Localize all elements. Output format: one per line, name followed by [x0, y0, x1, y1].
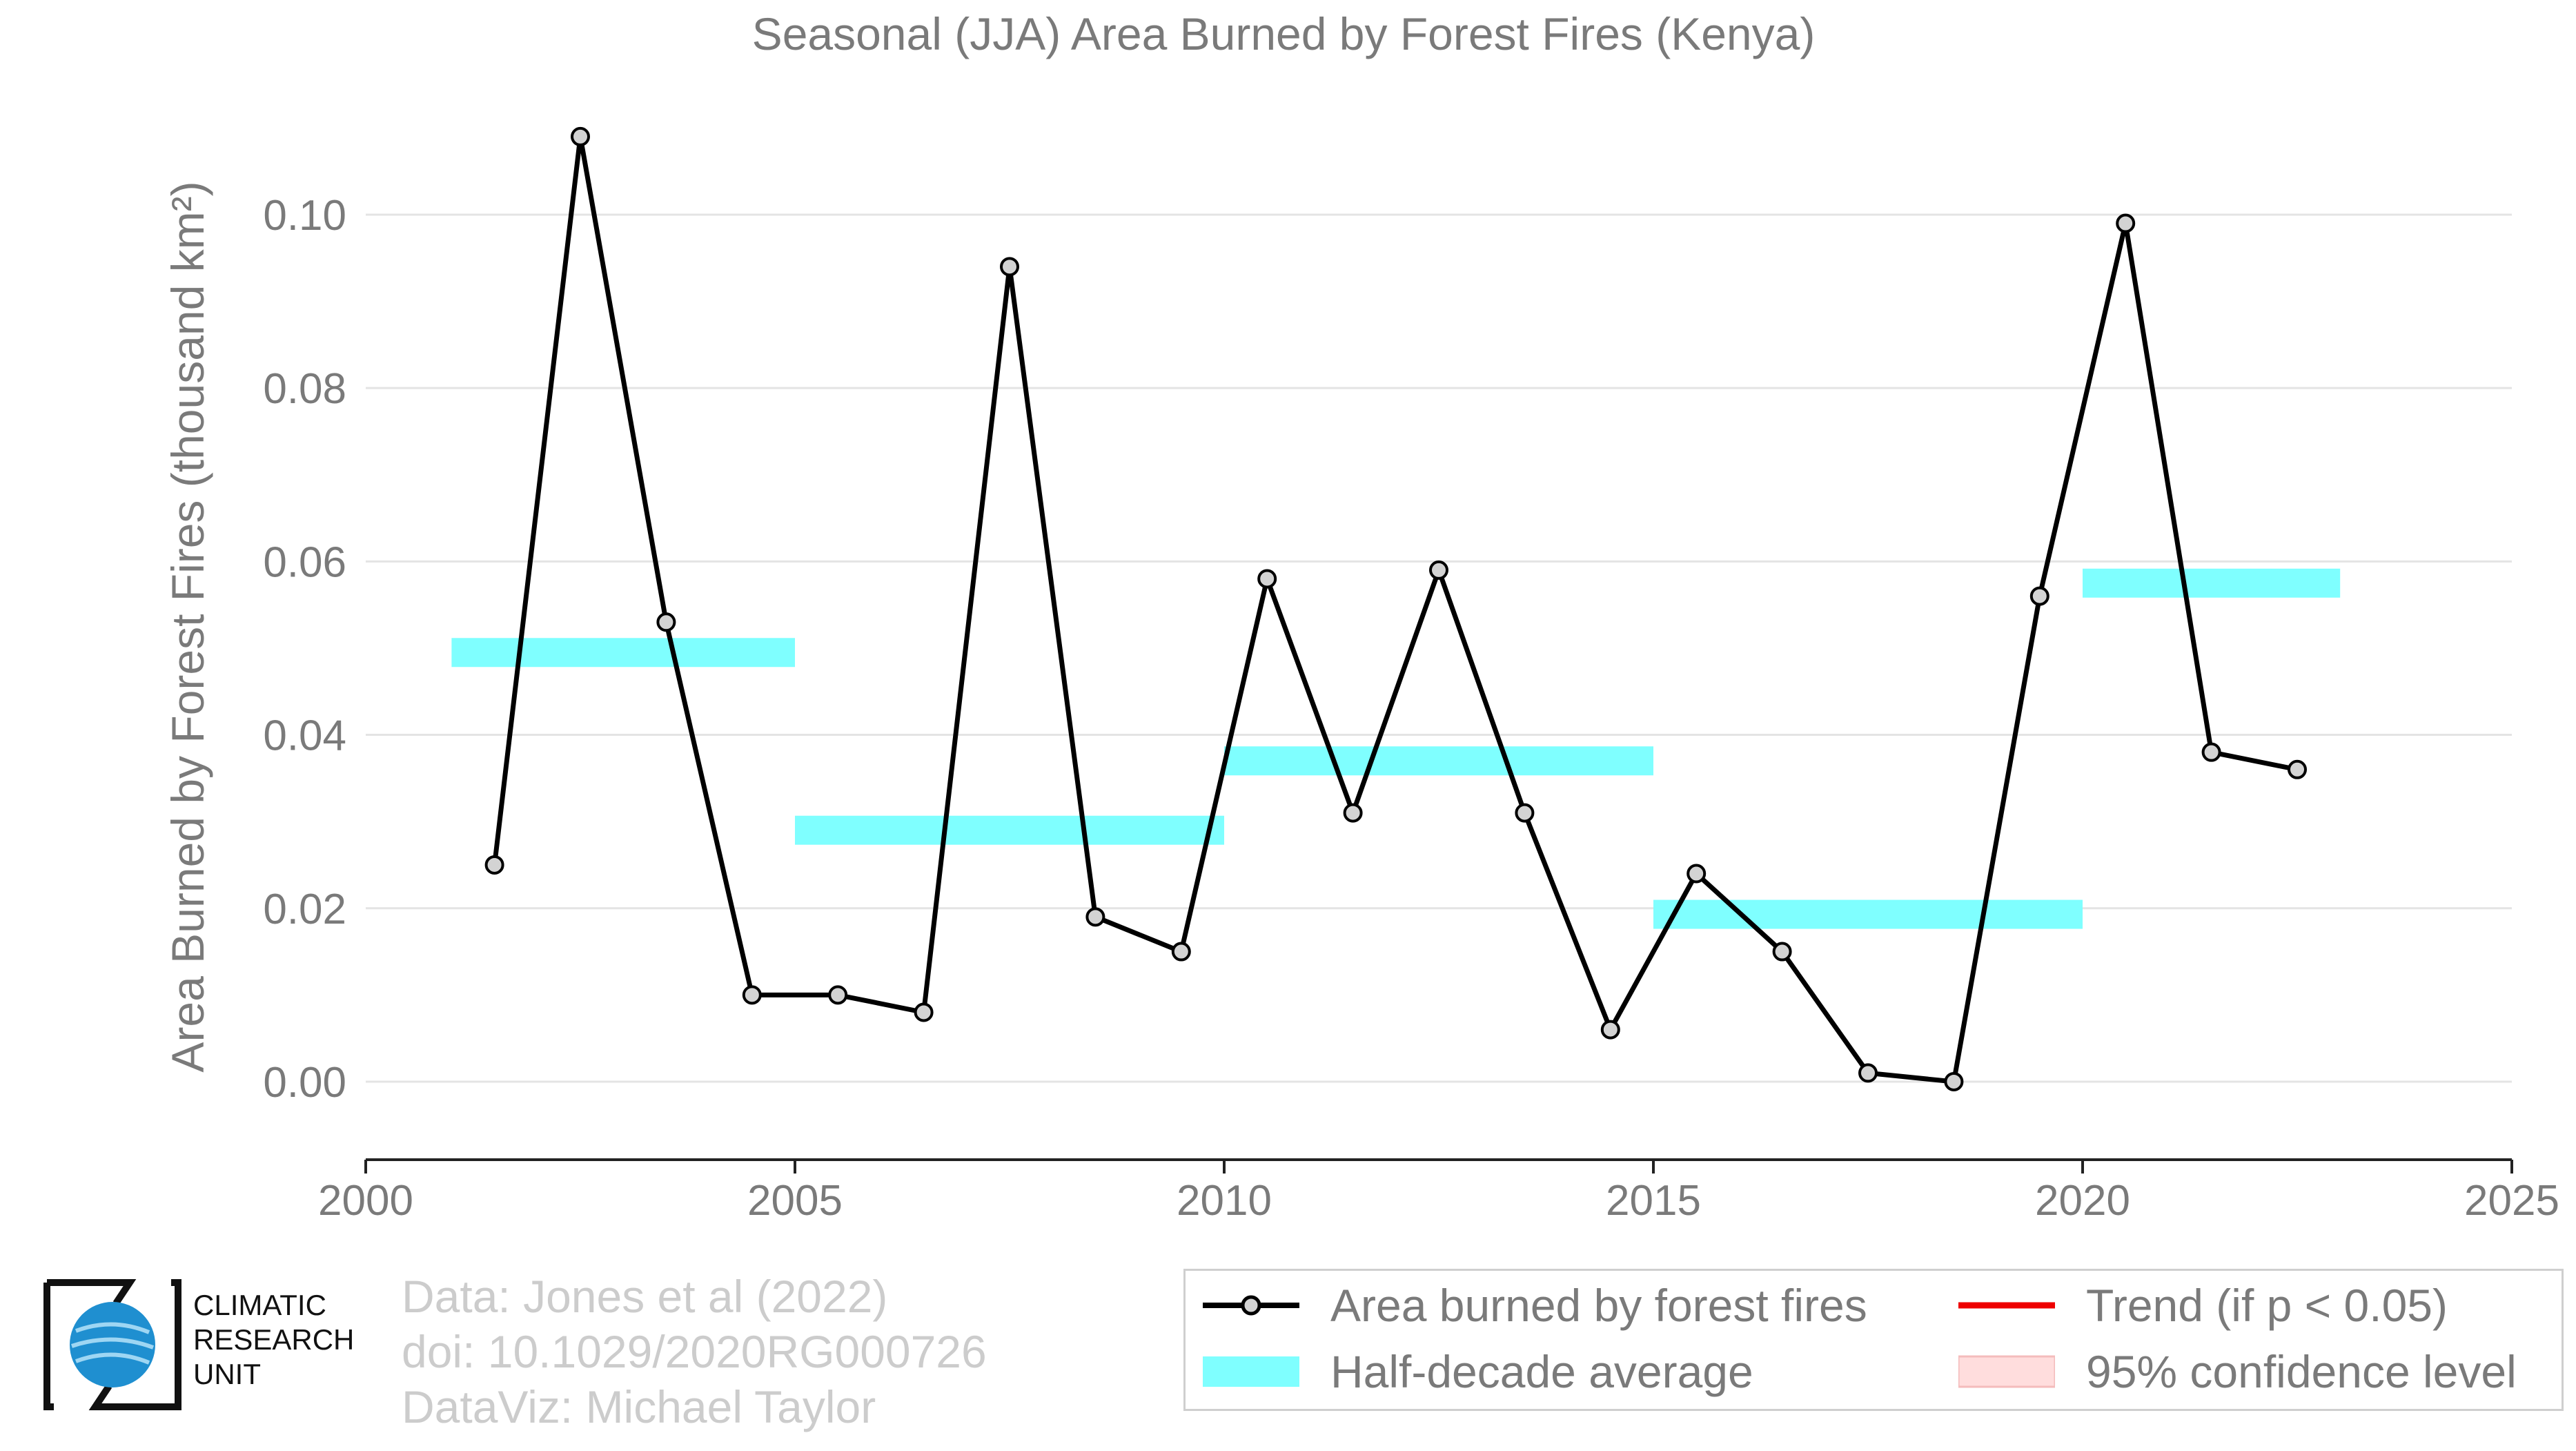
legend-item-area-burned: Area burned by forest fires: [1203, 1279, 1867, 1332]
data-point-12: [1515, 803, 1535, 823]
x-axis: 2000 2005 2010 2015 2020 2025: [318, 1158, 2559, 1225]
legend-item-confidence: 95% confidence level: [1958, 1345, 2517, 1398]
data-point-13: [1600, 1020, 1620, 1040]
dataviz-credit: DataViz: Michael Taylor: [402, 1381, 876, 1432]
half-decade-bar-0: [451, 638, 795, 668]
y-tick-label-3: 0.06: [263, 538, 346, 586]
y-tick-labels: 0.00 0.02 0.04 0.06 0.08 0.10: [263, 192, 346, 1107]
legend-label-trend: Trend (if p < 0.05): [2086, 1280, 2448, 1331]
half-decade-bar-4: [2083, 568, 2341, 598]
data-point-10: [1343, 803, 1363, 823]
data-point-18: [2029, 586, 2049, 606]
data-point-20: [2201, 742, 2221, 762]
source-credits: Data: Jones et al (2022) doi: 10.1029/20…: [402, 1269, 987, 1434]
data-point-5: [914, 1002, 934, 1022]
y-axis-label: Area Burned by Forest Fires (thousand km…: [162, 181, 213, 1072]
data-point-8: [1171, 942, 1191, 962]
legend-half-decade-swatch: [1203, 1356, 1299, 1387]
y-tick-label-0: 0.00: [263, 1059, 346, 1107]
chart: Seasonal (JJA) Area Burned by Forest Fir…: [162, 8, 2559, 1225]
data-point-4: [828, 985, 848, 1005]
area-burned-series: [484, 126, 2307, 1091]
data-point-19: [2116, 213, 2136, 233]
y-tick-label-4: 0.08: [263, 365, 346, 413]
legend-label-area-burned: Area burned by forest fires: [1330, 1280, 1867, 1331]
chart-title: Seasonal (JJA) Area Burned by Forest Fir…: [752, 8, 1816, 59]
data-point-9: [1257, 569, 1277, 589]
x-tick-label-2: 2010: [1177, 1177, 1272, 1225]
data-point-11: [1429, 560, 1448, 580]
doi: doi: 10.1029/2020RG000726: [402, 1326, 987, 1377]
x-tick-label-1: 2005: [747, 1177, 843, 1225]
area-burned-line: [492, 134, 2298, 1084]
half-decade-bar-2: [1224, 746, 1653, 776]
data-point-15: [1772, 942, 1792, 962]
legend-item-trend: Trend (if p < 0.05): [1958, 1279, 2448, 1332]
data-point-17: [1944, 1071, 1964, 1091]
half-decade-bar-3: [1653, 899, 2083, 929]
data-point-1: [571, 126, 590, 146]
data-point-16: [1858, 1063, 1878, 1083]
y-tick-label-1: 0.02: [263, 886, 346, 933]
x-tick-label-0: 2000: [318, 1177, 413, 1225]
data-point-3: [742, 985, 762, 1005]
grid-lines: [366, 213, 2512, 1083]
data-point-2: [656, 612, 676, 632]
logo-line-2: RESEARCH: [193, 1323, 355, 1356]
legend: Area burned by forest fires Trend (if p …: [1183, 1269, 2564, 1411]
legend-label-confidence: 95% confidence level: [2086, 1346, 2517, 1397]
legend-trend-swatch: [1958, 1302, 2055, 1309]
legend-confidence-swatch: [1958, 1355, 2055, 1388]
data-point-6: [1000, 257, 1019, 277]
x-tick-label-4: 2020: [2035, 1177, 2130, 1225]
half-decade-average-bands: [451, 568, 2341, 929]
x-tick-label-3: 2015: [1606, 1177, 1701, 1225]
logo-line-1: CLIMATIC: [193, 1289, 326, 1321]
cru-globe-icon: [43, 1279, 181, 1410]
y-tick-label-2: 0.04: [263, 712, 346, 760]
logo-line-3: UNIT: [193, 1358, 261, 1390]
data-point-0: [484, 855, 504, 875]
legend-label-half-decade: Half-decade average: [1330, 1346, 1753, 1397]
data-source: Data: Jones et al (2022): [402, 1271, 888, 1322]
data-point-14: [1687, 864, 1707, 884]
data-point-7: [1085, 907, 1105, 927]
data-point-21: [2288, 759, 2307, 779]
legend-item-half-decade: Half-decade average: [1203, 1345, 1753, 1398]
x-tick-label-5: 2025: [2464, 1177, 2559, 1225]
cru-logo: CLIMATIC RESEARCH UNIT: [40, 1276, 385, 1414]
y-tick-label-5: 0.10: [263, 192, 346, 240]
half-decade-bar-1: [795, 815, 1224, 845]
legend-line-marker-swatch: [1203, 1295, 1299, 1316]
